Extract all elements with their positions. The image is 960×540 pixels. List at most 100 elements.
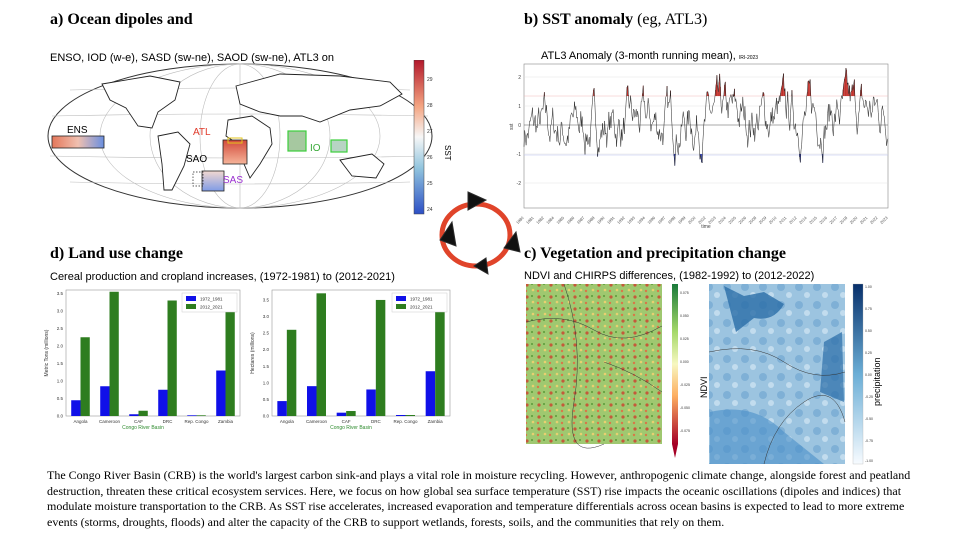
bar-2012_2021 [167,300,177,416]
sst-ytick: 1 [518,104,521,110]
svg-text:2003: 2003 [707,215,717,225]
bar-2012_2021 [196,415,206,416]
cereal-production-chart: 0.0 0.5 1.0 1.5 2.0 2.5 3.0 3.5 Metric Tons (mil… [44,289,241,431]
svg-text:1982: 1982 [535,215,545,225]
bar-ylabel: Metric Tons (millions) [44,329,50,376]
bar-2012_2021 [435,306,445,416]
legend-label: 2012_2021 [410,305,433,310]
sas-region [201,170,225,192]
precip-tick: -0.50 [865,417,873,421]
precip-tick: 1.00 [865,285,872,289]
bar-xlabel: Congo River Basin [330,425,372,431]
bar-1972_1981 [366,389,376,416]
bar-ylabel: Hectares (millions) [250,332,256,374]
atl3-chart-title-small: IRI-2023 [738,55,759,61]
panel-a-subtitle: ENSO, IOD (w-e), SASD (sw-ne), SAOD (sw-… [50,52,335,64]
atl-label: ATL [193,127,211,138]
bar-xlabel: Congo River Basin [122,425,164,431]
legend-swatch [396,304,406,309]
atl3-box [227,137,243,144]
precip-tick: -0.25 [865,395,873,399]
bar-1972_1981 [425,371,436,416]
legend-label: 1972_1981 [200,297,223,302]
bar-ytick: 0.0 [57,414,64,419]
bar-2012_2021 [138,410,148,416]
bar-category-label: Rep. Congo [393,419,418,424]
bar-ytick: 3.0 [57,309,64,314]
bar-2012_2021 [109,291,119,416]
vegetation-precip-maps: 0.075 0.050 0.025 0.000 -0.025 -0.050 -0… [525,283,882,465]
sst-ytick: 0 [518,123,521,129]
bar-ytick: 0.5 [57,396,64,401]
ndvi-tick: 0.050 [680,314,689,318]
sst-colorbar-label: SST [443,145,452,161]
svg-text:2022: 2022 [869,215,879,225]
svg-text:1988: 1988 [586,215,596,225]
ndvi-tick: -0.050 [680,406,690,410]
sao-label: SAO [186,154,207,165]
svg-text:1994: 1994 [636,215,646,225]
io-label: IO [310,143,321,154]
precip-tick: 0.25 [865,351,872,355]
ndvi-colorbar [672,284,678,444]
ndvi-colorbar-arrow-icon [672,444,678,458]
cycle-arrow-left-icon [439,220,457,247]
bar-2012_2021 [286,329,297,416]
bar-ytick: 0.5 [263,397,270,402]
precip-tick: 0.50 [865,329,872,333]
bar-category-label: DRC [371,419,381,424]
bar-1972_1981 [100,386,110,416]
sst-tick: 29 [427,77,433,83]
svg-text:1981: 1981 [525,215,535,225]
atl3-ylabel: sst [509,123,515,130]
cropland-area-chart: 0.0 0.5 1.0 1.5 2.0 2.5 3.0 3.5 Hectares (millio… [250,289,451,431]
svg-text:1999: 1999 [677,215,687,225]
bar-category-label: Zambia [218,419,234,424]
precipitation-colorbar [852,283,864,465]
atl3-anomaly-chart: 2 1 0 -1 -2 sst time 1980 1981 1982 1984 198… [509,63,889,230]
bar-2012_2021 [375,299,386,416]
bar-category-label: Angola [73,419,88,424]
bar-ytick: 3.5 [263,297,270,302]
svg-text:1991: 1991 [606,215,616,225]
sst-tick: 24 [427,207,433,213]
svg-text:1987: 1987 [576,215,586,225]
precip-tick: 0.00 [865,373,872,377]
sst-ytick: -2 [517,181,522,187]
legend-label: 2012_2021 [200,305,223,310]
bar-ytick: 3.0 [263,314,270,319]
caption-text: The Congo River Basin (CRB) is the world… [47,468,911,529]
svg-text:1996: 1996 [646,215,656,225]
svg-text:2023: 2023 [879,215,889,225]
panel-d-subtitle: Cereal production and cropland increases… [50,271,395,283]
bar-category-label: Zambia [428,419,444,424]
bar-ytick: 1.5 [263,364,270,369]
svg-text:2014: 2014 [798,215,808,225]
sas-label: SAS [223,175,243,186]
bar-category-label: CAF [134,419,143,424]
svg-text:1984: 1984 [545,215,555,225]
bar-ytick: 2.5 [263,331,270,336]
ndvi-tick: -0.075 [680,429,690,433]
bar-ytick: 1.0 [263,380,270,385]
io-east-region [330,139,348,153]
io-west-region [287,130,307,152]
svg-text:2020: 2020 [849,215,859,225]
sst-tick: 26 [427,155,433,161]
svg-text:2008: 2008 [747,215,757,225]
legend-swatch [186,296,196,301]
svg-text:2002: 2002 [697,215,707,225]
precipitation-label: precipitation [872,357,882,406]
bar-category-label: Cameroon [99,419,121,424]
bar-ytick: 3.5 [57,291,64,296]
panel-b-title: b) SST anomaly (eg, ATL3) [524,11,707,29]
svg-text:1992: 1992 [616,215,626,225]
ndvi-map [526,284,662,444]
bar-1972_1981 [158,389,168,416]
cycle-arrow-bottom-icon [473,257,489,275]
ndvi-tick: 0.025 [680,337,689,341]
australia-shape [339,153,385,179]
sst-ytick: 2 [518,75,521,81]
bar-ytick: 2.0 [57,344,64,349]
bar-2012_2021 [405,415,415,416]
